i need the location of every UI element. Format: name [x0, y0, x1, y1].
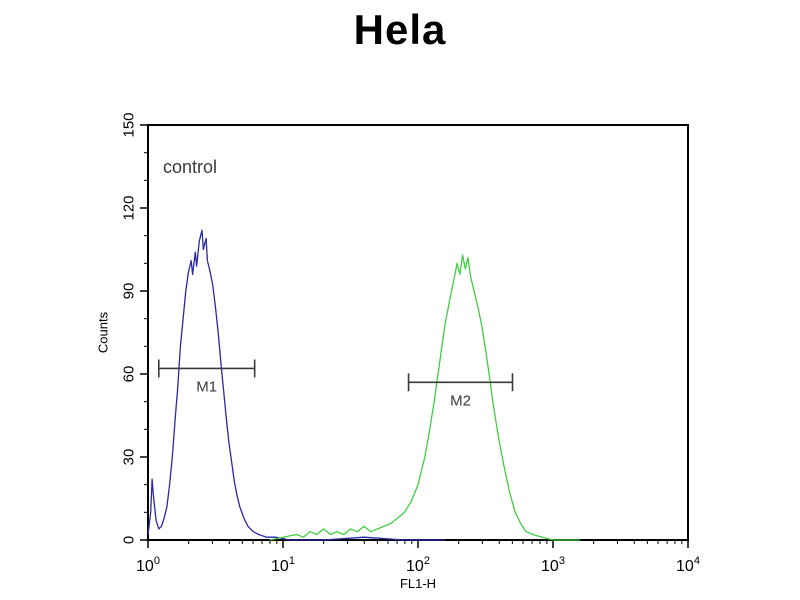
chart-title: Hela — [353, 6, 447, 53]
y-tick-label: 30 — [121, 449, 138, 466]
x-axis: 100 101 102 103 104 FL1-H — [136, 540, 700, 591]
x-tick-label: 104 — [676, 555, 700, 575]
gate-marker-M1: M1 — [158, 359, 256, 395]
y-axis-title: Counts — [96, 311, 111, 353]
x-axis-title: FL1-H — [400, 576, 436, 591]
y-tick-label: 120 — [121, 195, 138, 220]
y-tick-label: 150 — [121, 112, 138, 137]
x-tick-label: 100 — [136, 555, 160, 575]
y-tick-label: 90 — [121, 283, 138, 300]
gate-marker-M2: M2 — [407, 373, 514, 409]
plot-border — [147, 124, 689, 541]
annotation-control: control — [163, 157, 217, 177]
marker-label: M2 — [450, 392, 471, 409]
y-tick-label: 60 — [121, 366, 138, 383]
control-curve — [147, 229, 445, 541]
y-axis: 0 30 60 90 120 150 Counts — [96, 112, 148, 544]
y-tick-label: 0 — [121, 536, 138, 544]
x-tick-label: 103 — [541, 555, 565, 575]
x-tick-label: 101 — [271, 555, 295, 575]
green-sample-curve — [269, 254, 580, 541]
marker-label: M1 — [196, 378, 217, 395]
x-tick-label: 102 — [406, 555, 430, 575]
